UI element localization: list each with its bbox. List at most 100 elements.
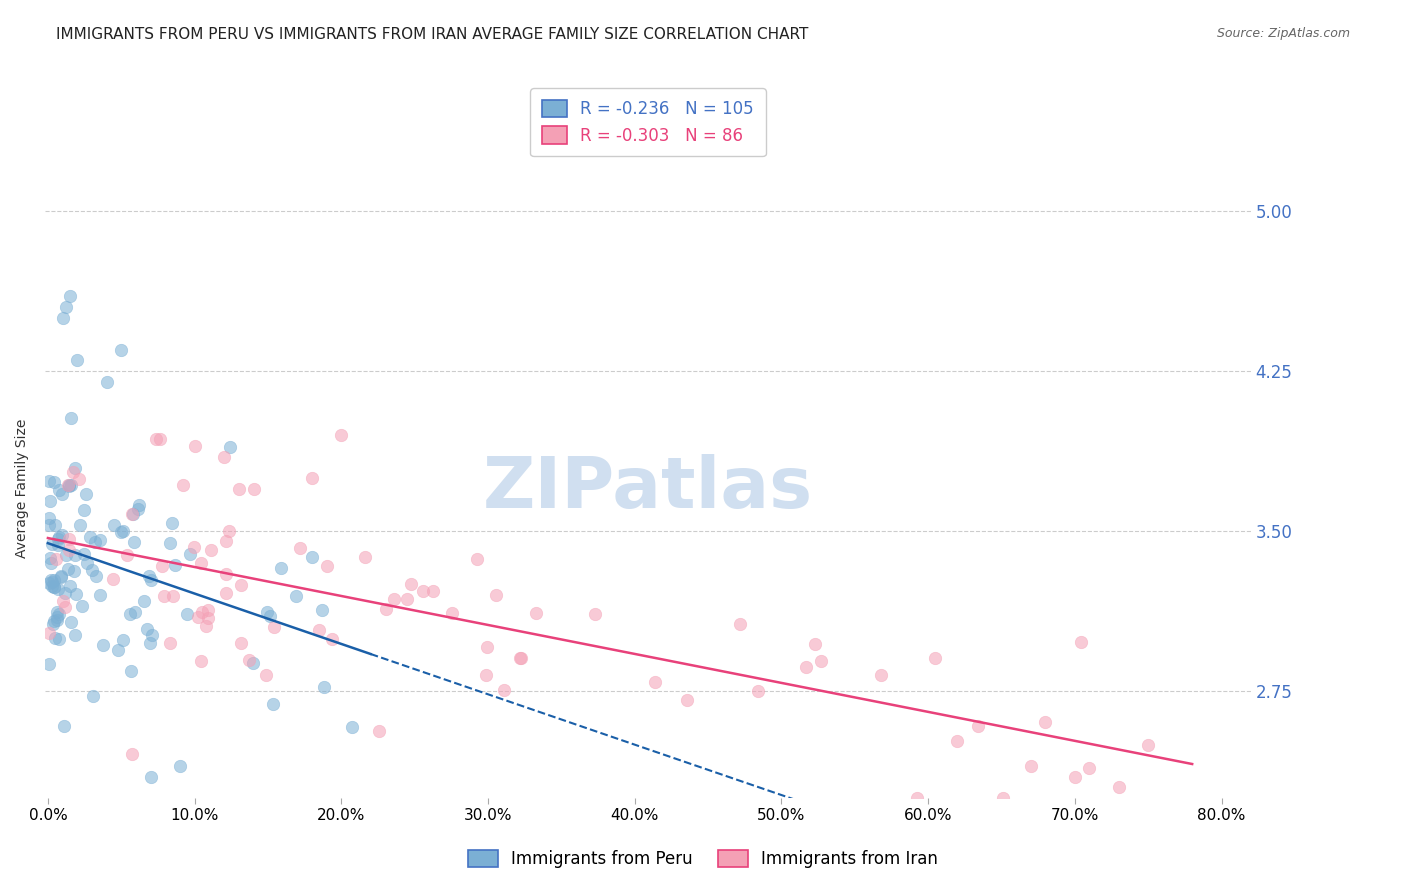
Immigrants from Iran — [190, 557, 212, 571]
Immigrants from Iran — [52, 593, 75, 607]
Immigrants from Peru — [59, 579, 82, 593]
Immigrants from Iran — [967, 718, 990, 732]
Immigrants from Peru — [53, 719, 76, 733]
Immigrants from Peru — [60, 478, 83, 492]
Immigrants from Iran — [62, 465, 84, 479]
Immigrants from Peru — [103, 518, 125, 533]
Immigrants from Peru — [139, 573, 162, 587]
Immigrants from Iran — [401, 576, 423, 591]
Immigrants from Iran — [382, 592, 405, 607]
Immigrants from Peru — [179, 548, 201, 562]
Immigrants from Iran — [121, 507, 143, 521]
Immigrants from Iran — [218, 524, 240, 538]
Immigrants from Peru — [51, 528, 73, 542]
Immigrants from Peru — [42, 617, 65, 632]
Immigrants from Iran — [243, 483, 266, 497]
Immigrants from Iran — [308, 624, 330, 638]
Immigrants from Iran — [1070, 635, 1092, 649]
Immigrants from Peru — [135, 622, 157, 636]
Immigrants from Iran — [197, 603, 219, 617]
Immigrants from Peru — [340, 720, 363, 734]
Immigrants from Iran — [231, 578, 253, 592]
Immigrants from Peru — [38, 510, 60, 524]
Immigrants from Peru — [63, 564, 86, 578]
Immigrants from Iran — [153, 589, 176, 603]
Immigrants from Peru — [84, 535, 107, 549]
Immigrants from Iran — [492, 683, 515, 698]
Immigrants from Peru — [41, 579, 63, 593]
Immigrants from Iran — [200, 542, 222, 557]
Immigrants from Peru — [55, 548, 77, 562]
Text: ZIPatlas: ZIPatlas — [482, 454, 813, 523]
Immigrants from Peru — [75, 487, 97, 501]
Immigrants from Peru — [96, 375, 118, 389]
Immigrants from Iran — [197, 611, 219, 625]
Immigrants from Peru — [44, 631, 66, 645]
Immigrants from Peru — [38, 657, 60, 671]
Immigrants from Iran — [330, 428, 353, 442]
Immigrants from Iran — [150, 559, 173, 574]
Text: Source: ZipAtlas.com: Source: ZipAtlas.com — [1216, 27, 1350, 40]
Immigrants from Iran — [794, 659, 817, 673]
Immigrants from Peru — [48, 607, 70, 621]
Immigrants from Peru — [53, 586, 76, 600]
Immigrants from Peru — [51, 487, 73, 501]
Immigrants from Iran — [1078, 761, 1101, 775]
Immigrants from Iran — [924, 650, 946, 665]
Immigrants from Peru — [89, 589, 111, 603]
Immigrants from Peru — [39, 557, 62, 571]
Immigrants from Peru — [46, 538, 69, 552]
Immigrants from Peru — [80, 563, 103, 577]
Immigrants from Peru — [110, 343, 132, 357]
Immigrants from Peru — [124, 605, 146, 619]
Text: IMMIGRANTS FROM PERU VS IMMIGRANTS FROM IRAN AVERAGE FAMILY SIZE CORRELATION CHA: IMMIGRANTS FROM PERU VS IMMIGRANTS FROM … — [56, 27, 808, 42]
Immigrants from Iran — [354, 550, 377, 565]
Immigrants from Peru — [89, 533, 111, 547]
Immigrants from Peru — [63, 461, 86, 475]
Immigrants from Peru — [38, 517, 60, 532]
Immigrants from Iran — [1137, 738, 1160, 752]
Immigrants from Peru — [52, 310, 75, 325]
Immigrants from Iran — [583, 607, 606, 621]
Immigrants from Iran — [58, 543, 80, 558]
Immigrants from Iran — [315, 559, 337, 574]
Immigrants from Iran — [375, 601, 398, 615]
Immigrants from Peru — [128, 499, 150, 513]
Immigrants from Peru — [70, 599, 93, 614]
Immigrants from Iran — [747, 684, 769, 698]
Immigrants from Iran — [1035, 715, 1057, 730]
Immigrants from Iran — [524, 606, 547, 620]
Immigrants from Iran — [804, 637, 827, 651]
Immigrants from Peru — [120, 607, 142, 622]
Immigrants from Iran — [485, 588, 508, 602]
Immigrants from Iran — [905, 791, 928, 805]
Immigrants from Peru — [122, 508, 145, 522]
Immigrants from Peru — [122, 534, 145, 549]
Immigrants from Peru — [45, 605, 67, 619]
Immigrants from Peru — [51, 570, 73, 584]
Immigrants from Peru — [270, 561, 292, 575]
Immigrants from Peru — [127, 502, 149, 516]
Immigrants from Iran — [212, 450, 235, 464]
Immigrants from Iran — [477, 640, 499, 654]
Immigrants from Peru — [38, 550, 60, 565]
Immigrants from Iran — [187, 610, 209, 624]
Immigrants from Peru — [39, 573, 62, 587]
Immigrants from Iran — [229, 636, 252, 650]
Legend: R = -0.236   N = 105, R = -0.303   N = 86: R = -0.236 N = 105, R = -0.303 N = 86 — [530, 88, 765, 156]
Immigrants from Peru — [107, 643, 129, 657]
Immigrants from Iran — [1019, 759, 1042, 773]
Immigrants from Peru — [259, 608, 281, 623]
Immigrants from Peru — [42, 475, 65, 489]
Immigrants from Iran — [510, 650, 533, 665]
Immigrants from Peru — [138, 569, 160, 583]
Immigrants from Iran — [238, 653, 260, 667]
Immigrants from Iran — [321, 632, 343, 647]
Immigrants from Iran — [101, 572, 124, 586]
Immigrants from Peru — [65, 627, 87, 641]
Immigrants from Peru — [44, 580, 66, 594]
Immigrants from Iran — [159, 636, 181, 650]
Immigrants from Peru — [41, 537, 63, 551]
Immigrants from Peru — [38, 475, 60, 489]
Immigrants from Iran — [395, 591, 418, 606]
